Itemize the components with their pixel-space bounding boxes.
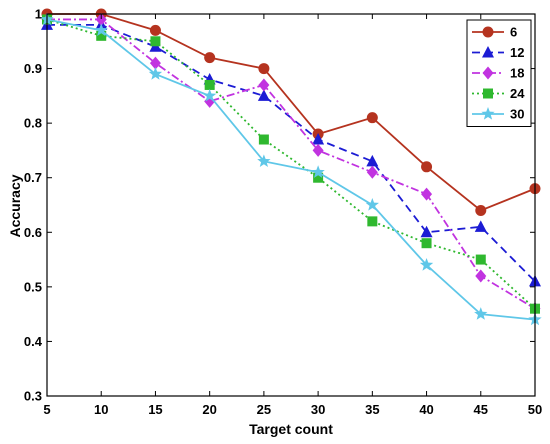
legend-marker	[482, 66, 494, 80]
data-point-24-15	[150, 36, 161, 47]
data-point-18-45	[475, 269, 487, 283]
data-point-24-25	[258, 134, 269, 145]
data-point-6-40	[421, 161, 433, 173]
legend-label: 6	[510, 25, 517, 40]
x-tick-label: 15	[148, 402, 162, 417]
legend-label: 12	[510, 45, 524, 60]
y-tick-label: 0.4	[24, 334, 43, 349]
data-point-12-35	[366, 154, 379, 167]
legend-label: 24	[510, 86, 525, 101]
data-point-24-30	[313, 172, 324, 183]
series-layer	[40, 8, 542, 326]
y-tick-label: 0.6	[24, 225, 42, 240]
legend-item-30: 30	[472, 107, 524, 122]
data-point-6-25	[258, 63, 270, 75]
data-point-12-45	[474, 220, 487, 232]
data-point-6-15	[149, 24, 161, 36]
data-point-6-20	[204, 52, 216, 64]
x-tick-label: 50	[528, 402, 542, 417]
data-point-24-20	[204, 79, 215, 90]
data-point-24-35	[367, 216, 378, 227]
x-axis-title: Target count	[249, 421, 333, 437]
legend-item-18: 18	[472, 66, 524, 81]
y-tick-label: 0.7	[24, 170, 42, 185]
y-tick-label: 0.3	[24, 389, 42, 404]
legend-marker	[482, 26, 494, 38]
data-point-24-45	[475, 254, 486, 265]
data-point-24-10	[96, 30, 107, 41]
y-tick-label: 1	[35, 7, 42, 22]
data-point-30-25	[257, 154, 271, 168]
data-point-30-30	[311, 165, 325, 178]
series-line-24	[46, 18, 536, 310]
data-point-30-15	[148, 67, 163, 80]
series-line-30	[46, 18, 536, 321]
legend-item-12: 12	[472, 45, 524, 60]
x-tick-label: 45	[474, 402, 488, 417]
legend-marker	[482, 46, 494, 58]
data-point-18-30	[312, 143, 324, 157]
data-point-30-40	[419, 258, 434, 271]
x-tick-label: 25	[257, 402, 271, 417]
x-tick-label: 40	[419, 402, 433, 417]
y-tick-label: 0.8	[24, 116, 42, 131]
data-point-24-40	[421, 238, 432, 249]
data-point-12-40	[420, 225, 433, 238]
data-point-18-15	[149, 56, 161, 70]
data-point-18-35	[366, 165, 378, 179]
data-point-18-25	[258, 78, 270, 92]
x-tick-label: 10	[94, 402, 108, 417]
y-axis-title: Accuracy	[7, 174, 23, 237]
legend-marker	[483, 88, 493, 99]
data-point-30-20	[203, 88, 217, 102]
x-tick-label: 5	[43, 402, 50, 417]
legend-label: 30	[510, 107, 524, 122]
x-tick-label: 35	[365, 402, 379, 417]
legend-marker	[481, 107, 495, 120]
legend-item-6: 6	[472, 25, 517, 40]
legend-label: 18	[510, 66, 524, 81]
data-point-30-10	[94, 23, 108, 37]
data-point-30-45	[474, 307, 488, 320]
data-point-30-35	[365, 198, 379, 211]
y-tick-label: 0.9	[24, 61, 42, 76]
axes-layer: 5 10 15 20 25 30 35 40 45 50 0.3 0.4 0.5 0.6 0.7 0.8 0.9…	[24, 7, 542, 418]
y-tick-label: 0.5	[24, 279, 42, 294]
data-point-12-30	[312, 133, 325, 145]
plot-frame	[46, 13, 536, 397]
data-point-18-10	[95, 12, 107, 26]
data-point-6-45	[475, 204, 487, 216]
legend: 6 12 18 24 30	[466, 19, 532, 127]
legend-item-24: 24	[472, 86, 525, 101]
x-tick-label: 20	[202, 402, 216, 417]
data-point-12-25	[257, 89, 270, 101]
x-tick-label: 30	[311, 402, 325, 417]
data-point-18-40	[421, 187, 433, 201]
data-point-6-35	[366, 112, 378, 124]
series-line-18	[47, 18, 536, 310]
series-line-6	[47, 13, 536, 212]
